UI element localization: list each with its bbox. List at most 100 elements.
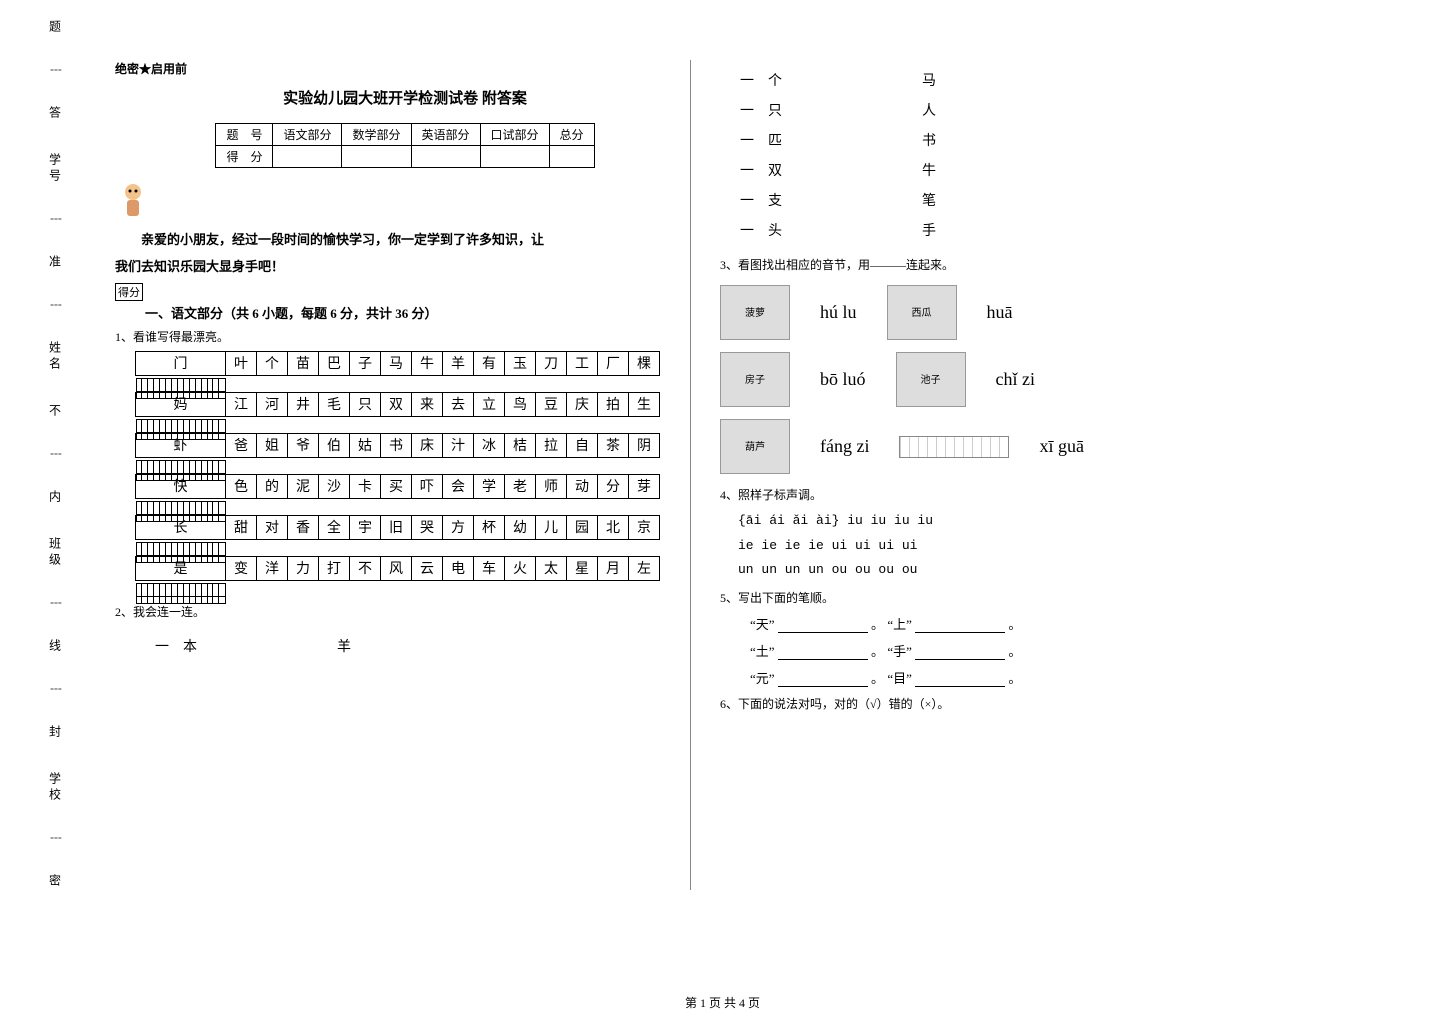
pinyin-row: 葫芦 fáng zi xī guā — [720, 419, 1300, 474]
margin-dots: ┆ — [50, 600, 61, 608]
score-cell — [273, 146, 342, 168]
char-cell: 棵 — [629, 351, 660, 375]
pic-gourd: 葫芦 — [720, 419, 790, 474]
pinyin-label: huā — [987, 302, 1013, 323]
char-cell: 江 — [226, 392, 257, 416]
char-cell: 去 — [443, 392, 474, 416]
stroke-char: “天” — [750, 617, 775, 632]
margin-label: 准 — [47, 255, 64, 271]
char-cell: 月 — [598, 556, 629, 580]
char-cell: 的 — [257, 474, 288, 498]
right-column: 一 个 一 只 一 匹 一 双 一 支 一 头 马 人 书 牛 笔 手 3、看图… — [720, 60, 1300, 718]
margin-label: 答 — [47, 106, 64, 122]
char-cell: 园 — [567, 515, 598, 539]
char-cell: 个 — [257, 351, 288, 375]
char-cell: 生 — [629, 392, 660, 416]
stroke-char: “土” — [750, 644, 775, 659]
pic-pool: 池子 — [896, 352, 966, 407]
char-cell: 京 — [629, 515, 660, 539]
section-heading: 一、语文部分（共 6 小题，每题 6 分，共计 36 分） — [145, 306, 438, 321]
char-cell: 刀 — [536, 351, 567, 375]
char-cell: 左 — [629, 556, 660, 580]
char-cell: 全 — [319, 515, 350, 539]
char-cell: 学 — [474, 474, 505, 498]
char-cell: 吓 — [412, 474, 443, 498]
score-row: 得 分 — [216, 146, 273, 168]
list-item: 书 — [922, 130, 936, 150]
pinyin-label: fáng zi — [820, 436, 869, 457]
char-cell: 拉 — [536, 433, 567, 457]
char-cell: 师 — [536, 474, 567, 498]
char-cell: 门 — [136, 351, 226, 375]
pinyin-label: bō luó — [820, 369, 866, 390]
margin-label: 封 — [47, 725, 64, 741]
period: 。 — [871, 644, 884, 659]
stroke-char: “元” — [750, 671, 775, 686]
char-cell: 冰 — [474, 433, 505, 457]
char-cell: 爸 — [226, 433, 257, 457]
char-cell: 马 — [381, 351, 412, 375]
left-column: 绝密★启用前 实验幼儿园大班开学检测试卷 附答案 题 号 语文部分 数学部分 英… — [115, 60, 695, 666]
char-cell: 汁 — [443, 433, 474, 457]
stroke-char: “手” — [887, 644, 912, 659]
char-cell: 北 — [598, 515, 629, 539]
char-cell: 双 — [381, 392, 412, 416]
margin-label: 线 — [47, 639, 64, 655]
char-cell: 变 — [226, 556, 257, 580]
margin-dots: ┆ — [50, 302, 61, 310]
score-table: 题 号 语文部分 数学部分 英语部分 口试部分 总分 得 分 — [215, 123, 594, 168]
question-6: 6、下面的说法对吗，对的（√）错的（×）。 — [720, 695, 1300, 712]
char-cell: 芽 — [629, 474, 660, 498]
tone-line: ie ie ie ie ui ui ui ui — [738, 534, 1300, 559]
match-block: 一 本 羊 — [155, 626, 695, 666]
pic-house: 房子 — [720, 352, 790, 407]
page-footer: 第 1 页 共 4 页 — [0, 994, 1445, 1011]
score-cell — [411, 146, 480, 168]
char-cell: 工 — [567, 351, 598, 375]
char-cell: 姐 — [257, 433, 288, 457]
margin-label: 学号 — [47, 153, 64, 185]
tone-line: {āi ái ǎi ài} iu iu iu iu — [738, 509, 1300, 534]
char-cell: 玉 — [505, 351, 536, 375]
char-cell: 豆 — [536, 392, 567, 416]
char-cell: 子 — [350, 351, 381, 375]
pinyin-label: chǐ zi — [996, 369, 1035, 390]
blank-line — [915, 673, 1005, 687]
char-cell: 儿 — [536, 515, 567, 539]
char-cell: 不 — [350, 556, 381, 580]
char-cell: 幼 — [505, 515, 536, 539]
question-4: 4、照样子标声调。 — [720, 486, 1300, 503]
char-cell: 沙 — [319, 474, 350, 498]
char-cell: 云 — [412, 556, 443, 580]
list-item: 一 支 — [740, 190, 782, 210]
char-cell: 电 — [443, 556, 474, 580]
list-item: 一 个 — [740, 70, 782, 90]
char-blank-cell — [219, 378, 225, 398]
pinyin-label: xī guā — [1039, 436, 1084, 457]
list-item: 一 只 — [740, 100, 782, 120]
char-cell: 姑 — [350, 433, 381, 457]
period: 。 — [1008, 671, 1021, 686]
char-cell: 老 — [505, 474, 536, 498]
char-cell: 洋 — [257, 556, 288, 580]
list-item: 一 匹 — [740, 130, 782, 150]
match-block-cont: 一 个 一 只 一 匹 一 双 一 支 一 头 马 人 书 牛 笔 手 — [740, 60, 1300, 250]
margin-dots: ┆ — [50, 835, 61, 843]
score-h: 题 号 — [216, 124, 273, 146]
char-cell: 毛 — [319, 392, 350, 416]
margin-dots: ┆ — [50, 451, 61, 459]
intro-text: 亲爱的小朋友，经过一段时间的愉快学习，你一定学到了许多知识，让 — [115, 228, 695, 251]
char-cell: 杯 — [474, 515, 505, 539]
blank-line — [915, 646, 1005, 660]
char-cell: 对 — [257, 515, 288, 539]
char-cell: 桔 — [505, 433, 536, 457]
list-item: 一 本 — [155, 636, 197, 656]
margin-label: 班级 — [47, 537, 64, 569]
match-right-list: 羊 — [337, 626, 351, 666]
char-cell: 立 — [474, 392, 505, 416]
secret-label: 绝密★启用前 — [115, 60, 695, 77]
char-cell: 泥 — [288, 474, 319, 498]
score-h: 口试部分 — [480, 124, 549, 146]
char-cell: 分 — [598, 474, 629, 498]
char-cell: 香 — [288, 515, 319, 539]
